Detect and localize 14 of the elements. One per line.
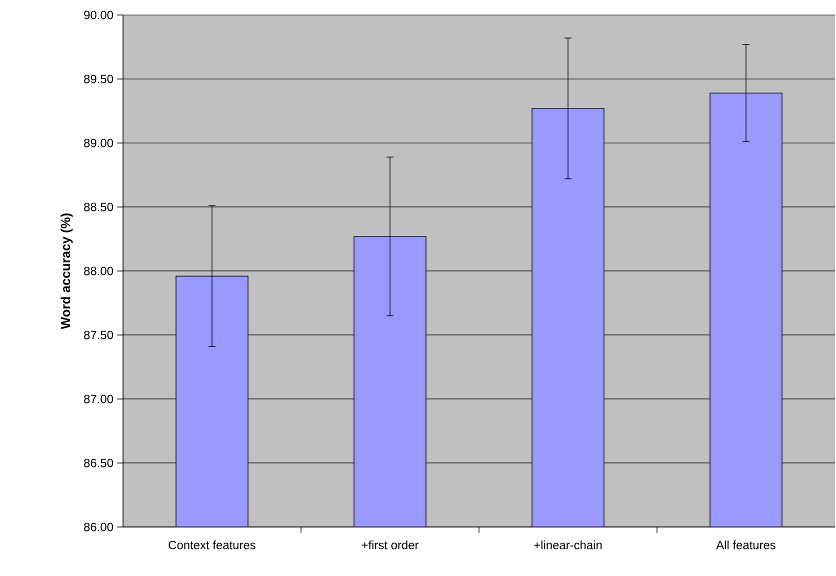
- y-tick-label: 87.00: [84, 394, 114, 404]
- x-tick-label: +linear-chain: [534, 540, 602, 550]
- y-tick-label: 88.00: [84, 266, 114, 276]
- y-tick-label: 86.00: [84, 522, 114, 532]
- y-tick-label: 89.00: [84, 138, 114, 148]
- y-tick-label: 88.50: [84, 202, 114, 212]
- x-tick-label: +first order: [362, 540, 419, 550]
- y-tick-label: 90.00: [84, 10, 114, 20]
- y-tick-label: 86.50: [84, 458, 114, 468]
- y-tick-label: 87.50: [84, 330, 114, 340]
- x-tick-label: All features: [716, 540, 776, 550]
- y-tick-label: 89.50: [84, 74, 114, 84]
- y-axis-title: Word accuracy (%): [60, 213, 73, 330]
- x-tick-label: Context features: [168, 540, 256, 550]
